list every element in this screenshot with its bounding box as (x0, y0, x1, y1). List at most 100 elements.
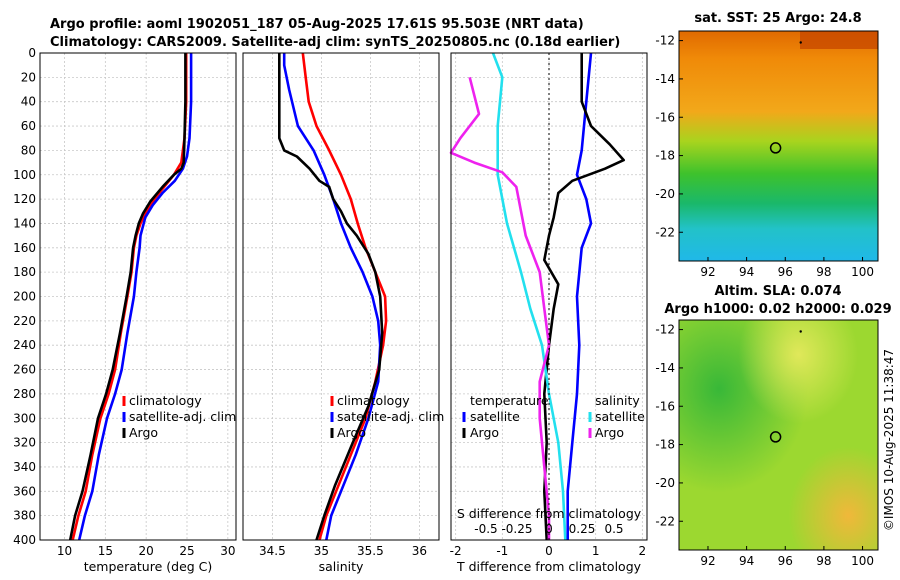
y-tick-label: 80 (21, 143, 36, 157)
series-temperature-satellite (566, 52, 593, 540)
x-tick-label: 35.5 (357, 544, 384, 558)
sst-map-frame (678, 30, 879, 262)
x-tick-label: 34.5 (259, 544, 286, 558)
y-tick-label: 120 (13, 192, 36, 206)
y-tick-label: 100 (13, 168, 36, 182)
map-y-tick-label: -14 (655, 72, 675, 86)
y-tick-label: 320 (13, 436, 36, 450)
island-dot (799, 330, 802, 333)
secondary-ticks: -0.5 -0.25 0 0.25 0.5 (474, 522, 623, 536)
map-x-tick-label: 100 (851, 265, 874, 279)
x-tick-label: -2 (450, 544, 462, 558)
legend-argo: Argo (129, 425, 158, 440)
argo-position-marker (769, 142, 782, 154)
map-x-tick-label: 96 (778, 265, 793, 279)
y-tick-label: 260 (13, 363, 36, 377)
salinity-axes-frame (242, 52, 440, 541)
island-dot (799, 41, 802, 44)
sla-map-frame (678, 319, 879, 551)
map-x-tick-label: 92 (700, 265, 715, 279)
sst-map-title: sat. SST: 25 Argo: 24.8 (694, 11, 861, 26)
legend-climatology: climatology (337, 393, 410, 408)
legend-t-argo: Argo (470, 425, 499, 440)
x-tick-label: -1 (496, 544, 508, 558)
series-satellite-adj-clim (77, 53, 193, 541)
sla-map-subtitle: Argo h1000: 0.02 h2000: 0.029 (664, 302, 891, 317)
map-y-tick-label: -14 (655, 361, 675, 375)
sla-map-panel: Altim. SLA: 0.074 Argo h1000: 0.02 h2000… (655, 284, 891, 568)
y-tick-label: 220 (13, 314, 36, 328)
temperature-panel: 0 20 40 60 80 100 120 140 160 180 200 220 240 260 280 3… (13, 46, 237, 574)
map-x-tick-label: 96 (778, 554, 793, 568)
x-tick-label: 30 (220, 544, 235, 558)
map-x-tick-label: 94 (739, 265, 754, 279)
x-tick-label: 15 (98, 544, 113, 558)
x-tick-label: 2 (639, 544, 647, 558)
y-tick-label: 240 (13, 338, 36, 352)
map-x-tick-label: 98 (816, 554, 831, 568)
map-y-tick-label: -20 (655, 476, 675, 490)
y-tick-label: 180 (13, 265, 36, 279)
salinity-panel: 34.5 35 35.5 36 salinity climatology satell… (242, 52, 444, 574)
temperature-legend: climatology satellite-adj. clim Argo (122, 393, 236, 440)
x-tick-label: 25 (179, 544, 194, 558)
map-y-tick-label: -16 (655, 399, 675, 413)
x-tick-label: 1 (592, 544, 600, 558)
s-tick: 0.25 (569, 522, 596, 536)
sst-field (679, 31, 878, 261)
x-tick-label: 36 (412, 544, 427, 558)
y-tick-label: 340 (13, 460, 36, 474)
s-tick: 0.5 (604, 522, 623, 536)
difference-xlabel: T difference from climatology (456, 559, 642, 574)
y-tick-label: 140 (13, 216, 36, 230)
y-tick-label: 60 (21, 119, 36, 133)
difference-legend: temperature satellite Argo salinity sate… (462, 393, 645, 440)
legend-argo: Argo (337, 425, 366, 440)
legend-satellite: satellite-adj. clim (129, 409, 236, 424)
map-y-tick-label: -20 (655, 187, 675, 201)
difference-panel: -2 -1 0 1 2 T difference from climatology S … (449, 52, 648, 574)
argo-position-marker (769, 431, 782, 443)
sla-mid-region (679, 320, 878, 550)
legend-s-satellite: satellite (595, 409, 645, 424)
s-tick: 0 (545, 522, 553, 536)
y-tick-label: 300 (13, 411, 36, 425)
sla-map-title: Altim. SLA: 0.074 (715, 284, 842, 299)
x-tick-label: 20 (139, 544, 154, 558)
profile-title: Argo profile: aoml 1902051_187 05-Aug-20… (50, 17, 584, 32)
map-x-tick-label: 92 (700, 554, 715, 568)
y-tick-label: 40 (21, 95, 36, 109)
y-tick-label: 400 (13, 533, 36, 547)
map-y-tick-label: -12 (655, 323, 675, 337)
salinity-legend: climatology satellite-adj. clim Argo (330, 393, 444, 440)
series-argo (68, 53, 187, 541)
sst-warm-patch (800, 31, 878, 49)
y-tick-label: 280 (13, 387, 36, 401)
s-tick: -0.25 (501, 522, 532, 536)
temperature-axes-frame (39, 52, 237, 541)
y-tick-label: 200 (13, 290, 36, 304)
climatology-title: Climatology: CARS2009. Satellite-adj cli… (50, 35, 620, 50)
legend-temperature-heading: temperature (470, 393, 549, 408)
difference-axes-frame (450, 52, 648, 541)
x-tick-label: 10 (57, 544, 72, 558)
map-y-tick-label: -12 (655, 34, 675, 48)
legend-salinity-heading: salinity (595, 393, 640, 408)
map-x-tick-label: 98 (816, 265, 831, 279)
secondary-xlabel: S difference from climatology (457, 506, 642, 521)
series-salinity-argo (449, 76, 551, 540)
series-satellite-adj-clim (282, 53, 382, 541)
series-temperature-argo (542, 53, 626, 541)
y-tick-label: 160 (13, 241, 36, 255)
sst-map-panel: sat. SST: 25 Argo: 24.8 92 94 96 98 100 -12 -1… (655, 11, 879, 279)
y-tick-label: 360 (13, 484, 36, 498)
legend-satellite: satellite-adj. clim (337, 409, 444, 424)
salinity-xlabel: salinity (319, 559, 364, 574)
y-tick-label: 0 (28, 46, 36, 60)
s-tick: -0.5 (474, 522, 497, 536)
y-tick-label: 20 (21, 70, 36, 84)
map-y-tick-label: -16 (655, 110, 675, 124)
legend-s-argo: Argo (595, 425, 624, 440)
map-y-tick-label: -18 (655, 438, 675, 452)
